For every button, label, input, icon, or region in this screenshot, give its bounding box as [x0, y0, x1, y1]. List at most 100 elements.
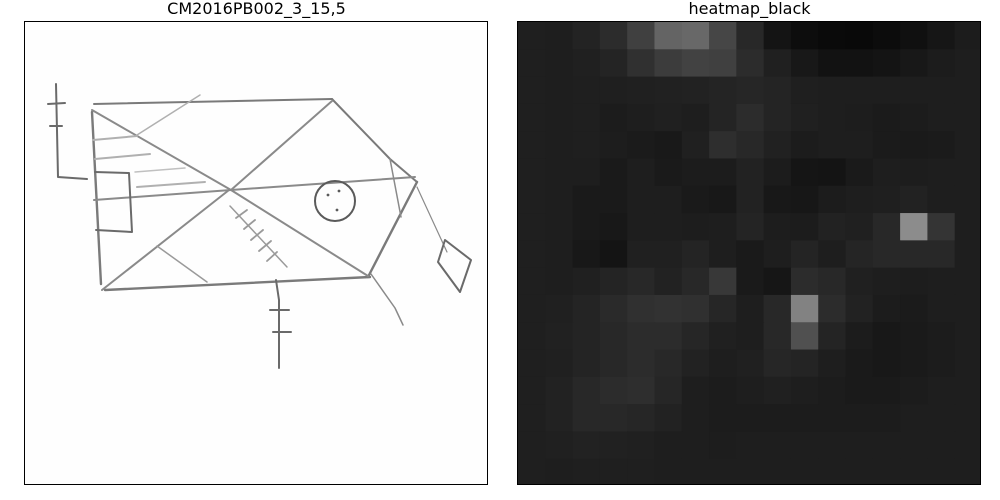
- heatmap-cell: [790, 22, 819, 50]
- heatmap-cell: [845, 158, 874, 187]
- heatmap-cell: [927, 349, 956, 378]
- heatmap-cell: [790, 158, 819, 187]
- heatmap-grid: [518, 22, 980, 484]
- heatmap-cell: [654, 185, 683, 214]
- heatmap-cell: [872, 458, 901, 484]
- heatmap-cell: [872, 267, 901, 296]
- heatmap-cell: [927, 22, 956, 50]
- heatmap-cell: [790, 404, 819, 433]
- heatmap-cell: [599, 431, 628, 460]
- heatmap-cell: [599, 103, 628, 132]
- heatmap-cell: [818, 431, 847, 460]
- heatmap-cell: [518, 322, 546, 351]
- heatmap-cell: [681, 131, 710, 160]
- heatmap-cell: [599, 458, 628, 484]
- heatmap-cell: [872, 349, 901, 378]
- heatmap-cell: [627, 185, 656, 214]
- heatmap-cell: [736, 131, 765, 160]
- sketch-stroke: [337, 189, 341, 193]
- heatmap-cell: [954, 404, 980, 433]
- heatmap-cell: [572, 404, 601, 433]
- heatmap-cell: [654, 76, 683, 105]
- heatmap-cell: [681, 458, 710, 484]
- heatmap-cell: [627, 158, 656, 187]
- heatmap-cell: [763, 404, 792, 433]
- heatmap-cell: [763, 458, 792, 484]
- heatmap-cell: [927, 158, 956, 187]
- heatmap-cell: [545, 404, 574, 433]
- heatmap-cell: [845, 49, 874, 78]
- heatmap-cell: [572, 349, 601, 378]
- heatmap-cell: [627, 376, 656, 405]
- heatmap-cell: [872, 76, 901, 105]
- heatmap-cell: [763, 267, 792, 296]
- heatmap-cell: [681, 294, 710, 323]
- heatmap-cell: [599, 49, 628, 78]
- sketch-stroke: [93, 98, 333, 105]
- heatmap-cell: [927, 76, 956, 105]
- heatmap-cell: [818, 376, 847, 405]
- heatmap-cell: [954, 267, 980, 296]
- heatmap-cell: [518, 376, 546, 405]
- heatmap-cell: [545, 431, 574, 460]
- heatmap-cell: [545, 213, 574, 241]
- heatmap-cell: [818, 158, 847, 187]
- heatmap-cell: [790, 294, 819, 323]
- heatmap-cell: [954, 158, 980, 187]
- heatmap-cell: [763, 131, 792, 160]
- sketch-stroke: [55, 83, 88, 180]
- heatmap-cell: [954, 76, 980, 105]
- heatmap-cell: [845, 240, 874, 269]
- heatmap-cell: [927, 322, 956, 351]
- heatmap-cell: [954, 431, 980, 460]
- heatmap-cell: [627, 76, 656, 105]
- heatmap-cell: [572, 322, 601, 351]
- right-panel-title: heatmap_black: [688, 0, 811, 18]
- heatmap-cell: [627, 240, 656, 269]
- heatmap-cell: [954, 22, 980, 50]
- heatmap-cell: [790, 376, 819, 405]
- heatmap-cell: [627, 294, 656, 323]
- heatmap-cell: [572, 22, 601, 50]
- heatmap-cell: [654, 404, 683, 433]
- heatmap-cell: [545, 294, 574, 323]
- heatmap-cell: [900, 349, 929, 378]
- heatmap-cell: [709, 131, 737, 160]
- heatmap-cell: [818, 76, 847, 105]
- heatmap-cell: [927, 267, 956, 296]
- heatmap-cell: [818, 22, 847, 50]
- heatmap-cell: [545, 349, 574, 378]
- heatmap-cell: [954, 131, 980, 160]
- heatmap-cell: [681, 103, 710, 132]
- heatmap-cell: [681, 322, 710, 351]
- heatmap-cell: [763, 22, 792, 50]
- heatmap-cell: [654, 349, 683, 378]
- heatmap-cell: [709, 458, 737, 484]
- heatmap-cell: [709, 240, 737, 269]
- heatmap-cell: [900, 22, 929, 50]
- heatmap-cell: [518, 49, 546, 78]
- heatmap-cell: [900, 267, 929, 296]
- heatmap-cell: [709, 49, 737, 78]
- heatmap-cell: [545, 322, 574, 351]
- heatmap-cell: [599, 240, 628, 269]
- heatmap-cell: [900, 376, 929, 405]
- heatmap-cell: [872, 49, 901, 78]
- heatmap-cell: [818, 185, 847, 214]
- heatmap-cell: [790, 240, 819, 269]
- heatmap-cell: [627, 103, 656, 132]
- heatmap-cell: [790, 322, 819, 351]
- heatmap-cell: [736, 267, 765, 296]
- heatmap-cell: [736, 76, 765, 105]
- heatmap-cell: [790, 76, 819, 105]
- heatmap-cell: [818, 322, 847, 351]
- heatmap-cell: [654, 240, 683, 269]
- heatmap-cell: [518, 349, 546, 378]
- heatmap-cell: [681, 404, 710, 433]
- heatmap-cell: [954, 49, 980, 78]
- heatmap-cell: [545, 131, 574, 160]
- heatmap-cell: [627, 131, 656, 160]
- sketch-drawing: [47, 83, 472, 369]
- heatmap-cell: [572, 294, 601, 323]
- heatmap-cell: [654, 376, 683, 405]
